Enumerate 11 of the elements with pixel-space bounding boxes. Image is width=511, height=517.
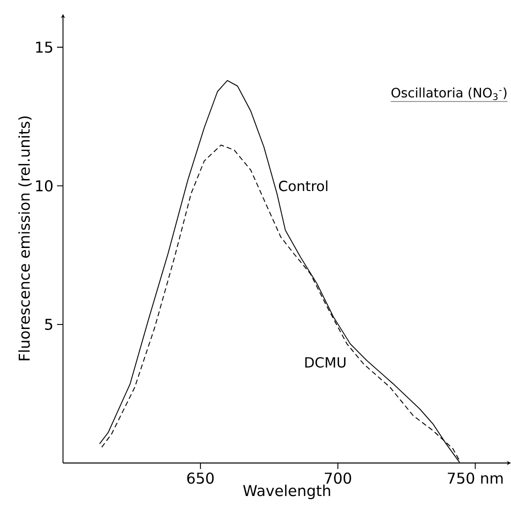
series-label: DCMU <box>305 357 346 368</box>
y-tick-label: 5 <box>45 318 52 330</box>
text: Oscillatoria (NO$_{3}$$^{-}$) <box>392 88 506 100</box>
y-tick-label: 15 <box>36 42 52 53</box>
x-tick-label: 750 nm <box>448 472 503 484</box>
x-tick-label: 650 <box>187 472 214 484</box>
y-axis-title: Fluorescence emission (rel.units) <box>18 116 32 360</box>
series-label: Control <box>278 180 328 192</box>
x-axis-title: Wavelength <box>243 484 330 500</box>
y-tick-label: 10 <box>36 180 53 192</box>
x-tick-label: 700 <box>324 472 352 484</box>
